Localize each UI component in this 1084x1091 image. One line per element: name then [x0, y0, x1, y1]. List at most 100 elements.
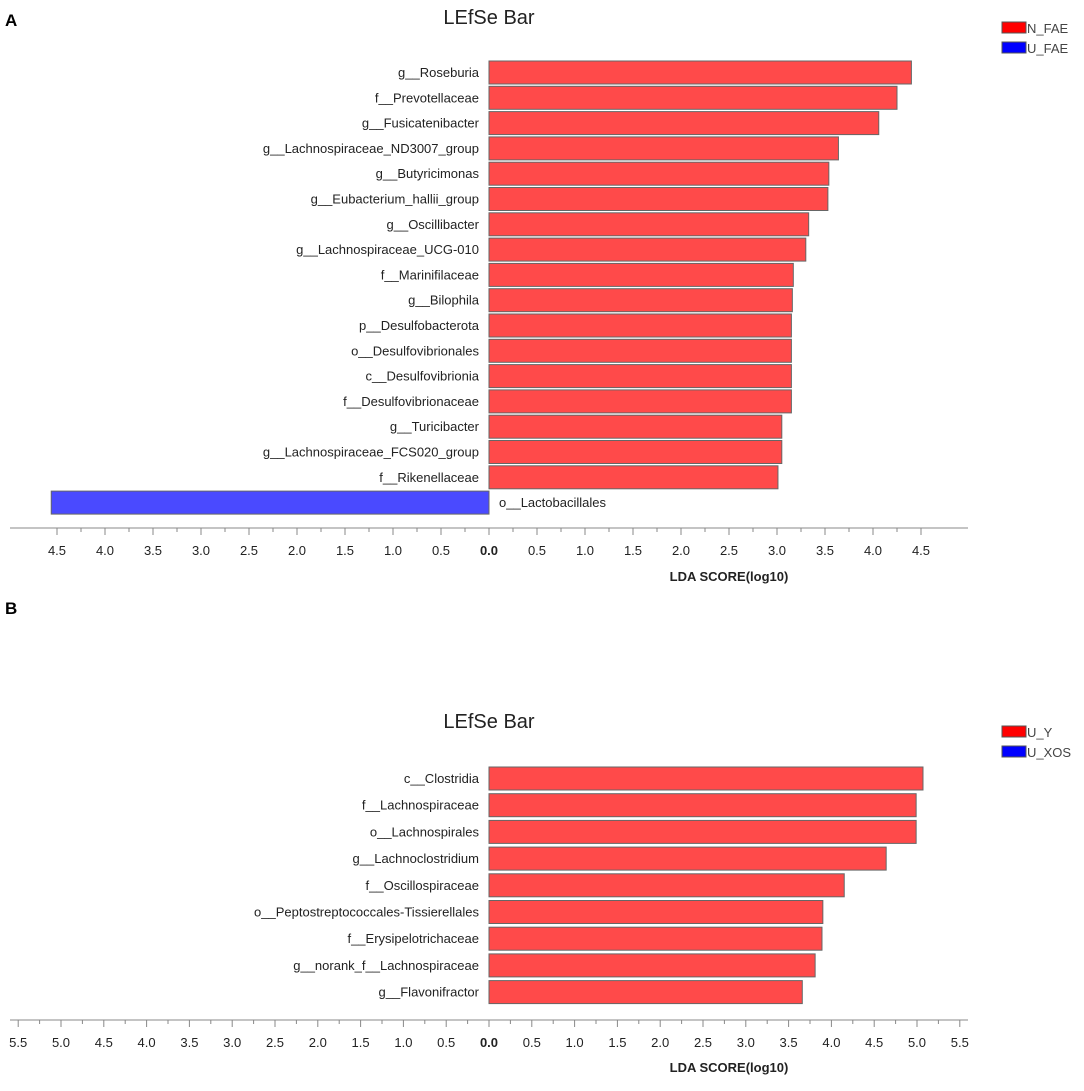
legend-label: N_FAE: [1027, 21, 1069, 36]
category-label: g__Oscillibacter: [387, 217, 480, 232]
tick-label: 4.0: [96, 543, 114, 558]
tick-label: 0.5: [437, 1035, 455, 1050]
bar-f-desulfovibrionaceae: [488, 389, 792, 414]
tick-label: 4.5: [48, 543, 66, 558]
tick-label: 5.0: [52, 1035, 70, 1050]
tick-label: 5.5: [9, 1035, 27, 1050]
bar-g-bilophila: [488, 288, 793, 313]
tick-label: 4.5: [95, 1035, 113, 1050]
category-label: c__Clostridia: [404, 771, 480, 786]
category-label: f__Prevotellaceae: [375, 90, 479, 105]
category-label: f__Rikenellaceae: [379, 470, 479, 485]
x-axis-ticks: 5.5 5.0 4.5 4.0 3.5 3.0 2.5 2.0 1.5 1.0 0.5 0.0 0.5 1…: [9, 1020, 969, 1050]
bar-g-norank-f-lachnospiraceae: [488, 953, 816, 978]
bar-g-turicibacter: [488, 414, 783, 439]
tick-label: 1.5: [352, 1035, 370, 1050]
category-label: g__Lachnoclostridium: [353, 851, 479, 866]
bar-g-lachnospiraceae-fcs020-group: [488, 440, 783, 464]
tick-label: 2.5: [720, 543, 738, 558]
tick-label: 2.5: [694, 1035, 712, 1050]
tick-label: 2.0: [288, 543, 306, 558]
panel-letter: B: [5, 599, 17, 618]
bar-g-lachnospiraceae-ucg-010: [488, 237, 807, 262]
tick-label: 2.5: [266, 1035, 284, 1050]
chart-title: LEfSe Bar: [443, 7, 535, 29]
bar-g-eubacterium-hallii-group: [488, 187, 829, 211]
bar-f-marinifilaceae: [488, 262, 794, 287]
category-label: g__Bilophila: [408, 293, 480, 308]
bar-g-fusicatenibacter: [488, 111, 880, 136]
bar-f-lachnospiraceae: [488, 793, 917, 818]
legend-swatch-n-fae: [1001, 21, 1027, 34]
tick-label: 4.5: [912, 543, 930, 558]
legend-label: U_FAE: [1027, 41, 1069, 56]
category-label: g__Lachnospiraceae_ND3007_group: [263, 141, 479, 156]
category-label: o__Desulfovibrionales: [351, 343, 479, 358]
category-label: o__Lactobacillales: [499, 495, 606, 510]
bar-g-lachnospiraceae-nd3007-group: [488, 136, 839, 161]
tick-label: 3.0: [737, 1035, 755, 1050]
category-label: o__Peptostreptococcales-Tissierellales: [254, 905, 479, 920]
bar-f-oscillospiraceae: [488, 873, 845, 898]
bar-g-butyricimonas: [488, 161, 830, 186]
legend-swatch-u-xos: [1001, 745, 1027, 758]
tick-label: 1.0: [384, 543, 402, 558]
tick-label: 4.5: [865, 1035, 883, 1050]
tick-label: 0.0: [480, 543, 498, 558]
category-label: f__Lachnospiraceae: [362, 798, 479, 813]
bar-o-lactobacillales: [50, 490, 490, 515]
tick-label: 3.5: [816, 543, 834, 558]
legend-swatch-u-y: [1001, 725, 1027, 738]
tick-label: 1.5: [336, 543, 354, 558]
category-label: g__Flavonifractor: [379, 985, 480, 1000]
tick-label: 2.0: [672, 543, 690, 558]
tick-label: 3.5: [780, 1035, 798, 1050]
legend-swatch-u-fae: [1001, 41, 1027, 54]
tick-label: 0.5: [528, 543, 546, 558]
bar-g-oscillibacter: [488, 212, 810, 237]
tick-label: 3.5: [144, 543, 162, 558]
tick-label: 5.0: [908, 1035, 926, 1050]
tick-label: 2.5: [240, 543, 258, 558]
bar-f-erysipelotrichaceae: [488, 926, 823, 951]
bars: g__Roseburia f__Prevotellaceae g__Fusicate…: [50, 60, 912, 515]
tick-label: 2.0: [309, 1035, 327, 1050]
bar-g-lachnoclostridium: [488, 846, 887, 871]
tick-label: 0.5: [523, 1035, 541, 1050]
tick-label: 5.5: [951, 1035, 969, 1050]
tick-label: 3.0: [223, 1035, 241, 1050]
tick-label: 0.0: [480, 1035, 498, 1050]
bar-o-peptostreptococcales-tissierellales: [488, 900, 824, 924]
category-label: g__Fusicatenibacter: [362, 116, 480, 131]
bar-c-desulfovibrionia: [488, 364, 792, 389]
category-label: g__norank_f__Lachnospiraceae: [293, 958, 479, 973]
bar-f-rikenellaceae: [488, 465, 779, 490]
tick-label: 3.0: [192, 543, 210, 558]
category-label: p__Desulfobacterota: [359, 318, 480, 333]
tick-label: 1.0: [566, 1035, 584, 1050]
category-label: g__Turicibacter: [390, 419, 480, 434]
chart-title: LEfSe Bar: [443, 711, 535, 733]
bar-o-desulfovibrionales: [488, 338, 792, 363]
tick-label: 3.0: [768, 543, 786, 558]
tick-label: 0.5: [432, 543, 450, 558]
bar-p-desulfobacterota: [488, 313, 792, 338]
chart-panel-a: A LEfSe Bar N_FAE U_FAE g__Roseburia f__Prevo…: [5, 7, 1069, 584]
category-label: f__Oscillospiraceae: [366, 878, 479, 893]
chart-panel-b: B LEfSe Bar U_Y U_XOS c__Clostridia f__Lachno…: [5, 599, 1071, 1075]
bar-g-flavonifractor: [488, 980, 803, 1005]
tick-label: 1.0: [394, 1035, 412, 1050]
legend-label: U_Y: [1027, 725, 1053, 740]
bars: c__Clostridia f__Lachnospiraceae o__Lachno…: [254, 766, 924, 1005]
x-axis-title: LDA SCORE(log10): [670, 1060, 789, 1075]
tick-label: 1.5: [624, 543, 642, 558]
tick-label: 1.5: [608, 1035, 626, 1050]
tick-label: 4.0: [822, 1035, 840, 1050]
category-label: f__Erysipelotrichaceae: [347, 931, 479, 946]
x-axis-ticks: 4.5 4.0 3.5 3.0 2.5 2.0 1.5 1.0 0.5 0.0 0.5 1.0 1.5 2…: [48, 528, 930, 558]
bar-g-roseburia: [488, 60, 912, 85]
category-label: g__Lachnospiraceae_FCS020_group: [263, 445, 479, 460]
category-label: c__Desulfovibrionia: [366, 369, 480, 384]
bar-c-clostridia: [488, 766, 924, 791]
